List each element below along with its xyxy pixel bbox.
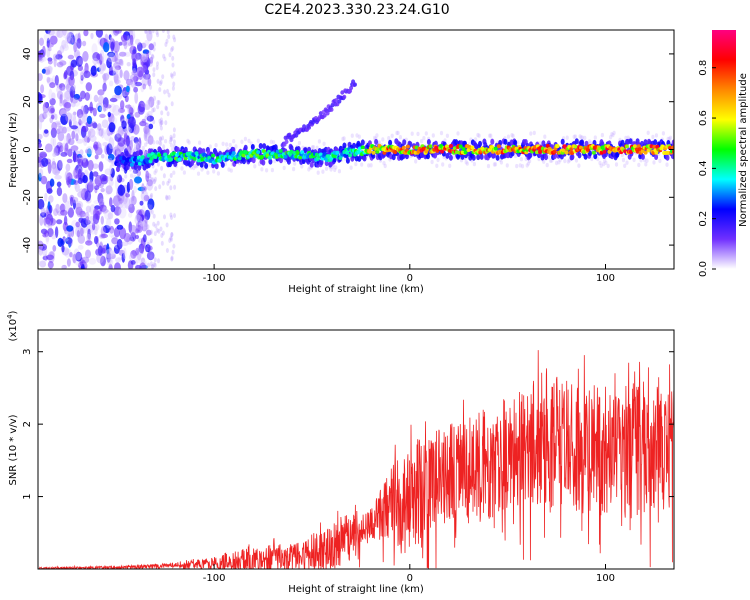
heatmap-y-axis-label: Frequency (Hz) xyxy=(8,112,19,188)
colorbar-tick-label: 0.2 xyxy=(698,211,709,227)
y-tick-label: 20 xyxy=(22,95,33,108)
colorbar-tick-label: 0.4 xyxy=(698,160,709,176)
y-tick-label: 0 xyxy=(22,146,33,152)
colorbar-tick-label: 0.8 xyxy=(698,60,709,76)
colorbar-tick-label: 0.0 xyxy=(698,261,709,277)
x-tick-label: -100 xyxy=(203,273,226,284)
snr-series-line xyxy=(38,350,674,569)
y-tick-label: 1 xyxy=(22,493,33,499)
heatmap-y-axis: -40 -20 0 20 40 xyxy=(22,48,674,253)
x-tick-label: 100 xyxy=(596,573,615,584)
y-tick-label: 2 xyxy=(22,421,33,427)
snr-panel: -100 0 100 1 2 3 Height of straight line (km… xyxy=(6,310,675,595)
figure-title: C2E4.2023.330.23.24.G10 xyxy=(264,2,449,18)
y-tick-label: -20 xyxy=(22,189,33,205)
snr-y-axis-label: SNR (10 * v/v) xyxy=(8,414,19,485)
heatmap-x-axis-label: Height of straight line (km) xyxy=(288,284,424,295)
heatmap-image xyxy=(38,30,674,269)
heatmap-panel: -100 0 100 -40 -20 0 20 40 Height of straight … xyxy=(8,29,675,295)
snr-frame xyxy=(37,329,675,570)
colorbar-label: Normalized spectral amplitude xyxy=(738,73,749,227)
heatmap-x-axis: -100 0 100 xyxy=(203,264,615,284)
x-tick-label: 100 xyxy=(596,273,615,284)
colorbar-tick-label: 0.6 xyxy=(698,110,709,126)
snr-x-axis-label: Height of straight line (km) xyxy=(288,584,424,595)
snr-y-multiplier: (x104) xyxy=(6,310,19,341)
y-tick-label: -40 xyxy=(22,237,33,253)
x-tick-label: -100 xyxy=(203,573,226,584)
x-tick-label: 0 xyxy=(407,273,413,284)
colorbar: 0.0 0.2 0.4 0.6 0.8 Normalized spectral ampl… xyxy=(698,30,749,277)
colorbar-ticks: 0.0 0.2 0.4 0.6 0.8 xyxy=(698,60,716,277)
colorbar-fill xyxy=(712,30,736,269)
y-tick-label: 3 xyxy=(22,349,33,355)
y-tick-label: 40 xyxy=(22,48,33,61)
x-tick-label: 0 xyxy=(407,573,413,584)
snr-y-axis: 1 2 3 xyxy=(22,349,674,500)
snr-x-axis: -100 0 100 xyxy=(203,564,615,584)
